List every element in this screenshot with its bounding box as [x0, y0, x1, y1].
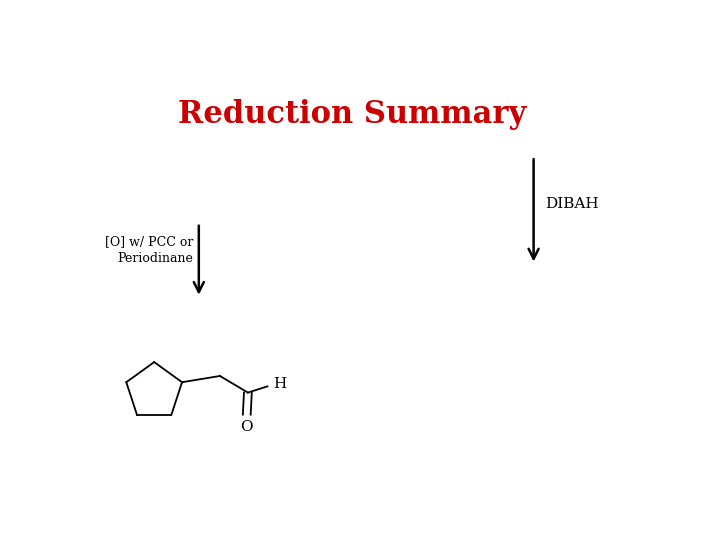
Text: [O] w/ PCC or: [O] w/ PCC or	[105, 235, 193, 248]
Text: O: O	[240, 420, 253, 434]
Text: DIBAH: DIBAH	[545, 197, 598, 211]
Text: H: H	[273, 377, 287, 392]
Text: Periodinane: Periodinane	[117, 252, 193, 265]
Text: Reduction Summary: Reduction Summary	[178, 99, 526, 130]
